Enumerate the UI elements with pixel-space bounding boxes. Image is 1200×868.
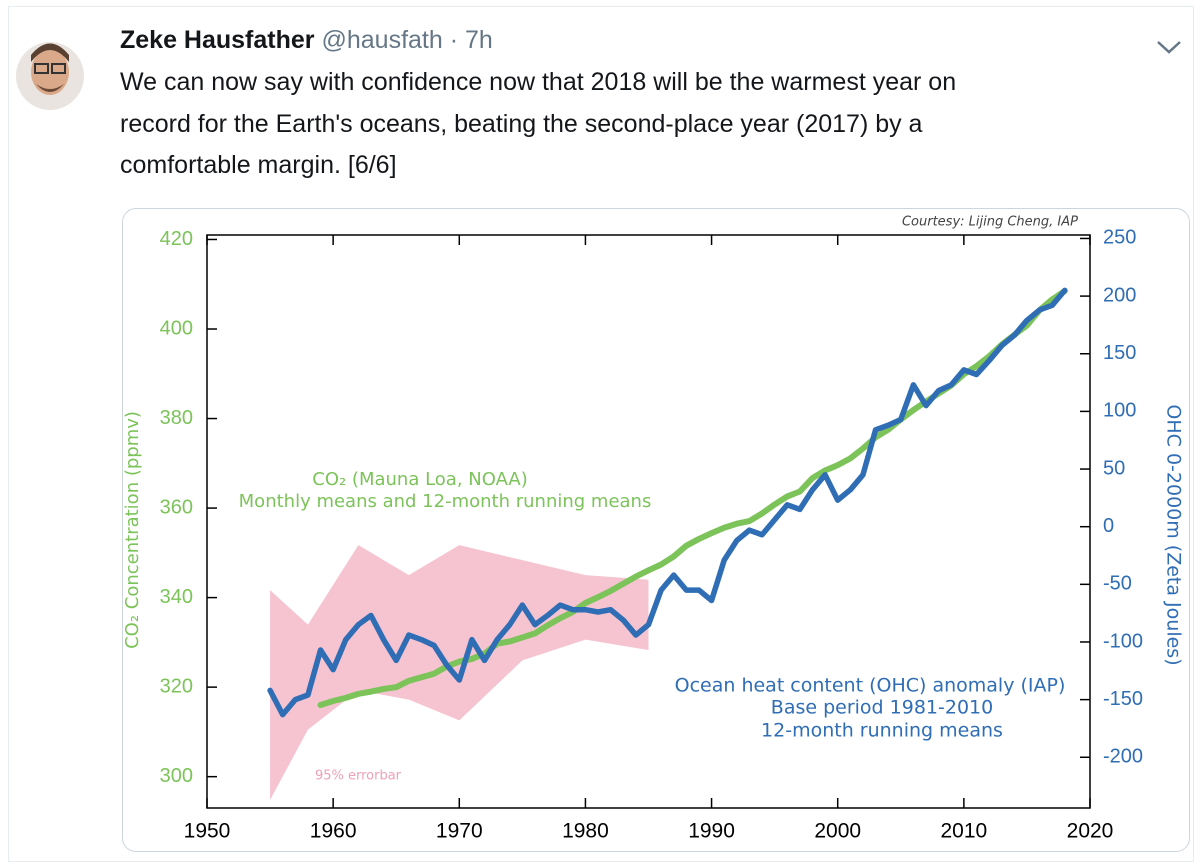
- chevron[interactable]: [1157, 41, 1181, 54]
- author[interactable]: Zeke Hausfather: [120, 26, 315, 54]
- y-axis-label: CO₂ Concentration (ppmv): [122, 411, 143, 649]
- y-tick-label: 400: [160, 317, 193, 339]
- y2-tick-label: -200: [1103, 746, 1143, 768]
- media-card[interactable]: [122, 208, 1190, 852]
- annotation: 95% errorbar: [315, 769, 402, 784]
- y2-tick-label: 150: [1103, 342, 1136, 364]
- tweet-text: comfortable margin. [6/6]: [120, 151, 397, 179]
- y2-tick-label: 200: [1103, 284, 1136, 306]
- tweet-frame: [8, 6, 1194, 862]
- y-tick-label: 340: [160, 586, 193, 608]
- y2-tick-label: -150: [1103, 688, 1143, 710]
- y-tick-label: 360: [160, 496, 193, 518]
- x-tick-label: 2000: [814, 820, 861, 843]
- x-tick-label: 1960: [310, 820, 357, 843]
- data-line: [267, 287, 1068, 718]
- y2-tick-label: 0: [1103, 515, 1114, 537]
- plot-frame: [206, 234, 1091, 809]
- y2-tick-label: 100: [1103, 400, 1136, 422]
- y-tick-label: 320: [160, 675, 193, 697]
- annotation: 12-month running means: [761, 720, 1003, 742]
- y2-tick-label: -100: [1103, 630, 1143, 652]
- tweet-text: We can now say with confidence now that …: [120, 68, 957, 96]
- y-tick-label: 420: [160, 228, 193, 250]
- annotation: Ocean heat content (OHC) anomaly (IAP): [675, 675, 1066, 697]
- y2-tick-label: 50: [1103, 457, 1125, 479]
- tweet-text: record for the Earth's oceans, beating t…: [120, 110, 923, 138]
- annotation: Monthly means and 12-month running means: [239, 491, 652, 512]
- y-tick-label: 300: [160, 765, 193, 787]
- x-tick-label: 1950: [184, 820, 231, 843]
- y2-axis-label: OHC 0-2000m (Zeta Joules): [1163, 404, 1185, 665]
- x-tick-label: 2010: [940, 820, 987, 843]
- time[interactable]: · 7h: [449, 26, 493, 54]
- y2-tick-label: 250: [1103, 227, 1136, 249]
- handle[interactable]: @hausfath: [321, 26, 443, 54]
- y-tick-label: 380: [160, 407, 193, 429]
- x-tick-label: 1970: [436, 820, 483, 843]
- avatar: [16, 42, 84, 110]
- y2-tick-label: -50: [1103, 573, 1132, 595]
- tweet-header: Zeke Hausfather @hausfath · 7h: [120, 26, 493, 55]
- x-tick-label: 1990: [688, 820, 735, 843]
- annotation: Base period 1981-2010: [771, 697, 993, 719]
- courtesy: Courtesy: Lijing Cheng, IAP: [902, 215, 1078, 230]
- annotation: CO₂ (Mauna Loa, NOAA): [312, 469, 528, 490]
- x-tick-label: 1980: [562, 820, 609, 843]
- x-tick-label: 2020: [1067, 820, 1114, 843]
